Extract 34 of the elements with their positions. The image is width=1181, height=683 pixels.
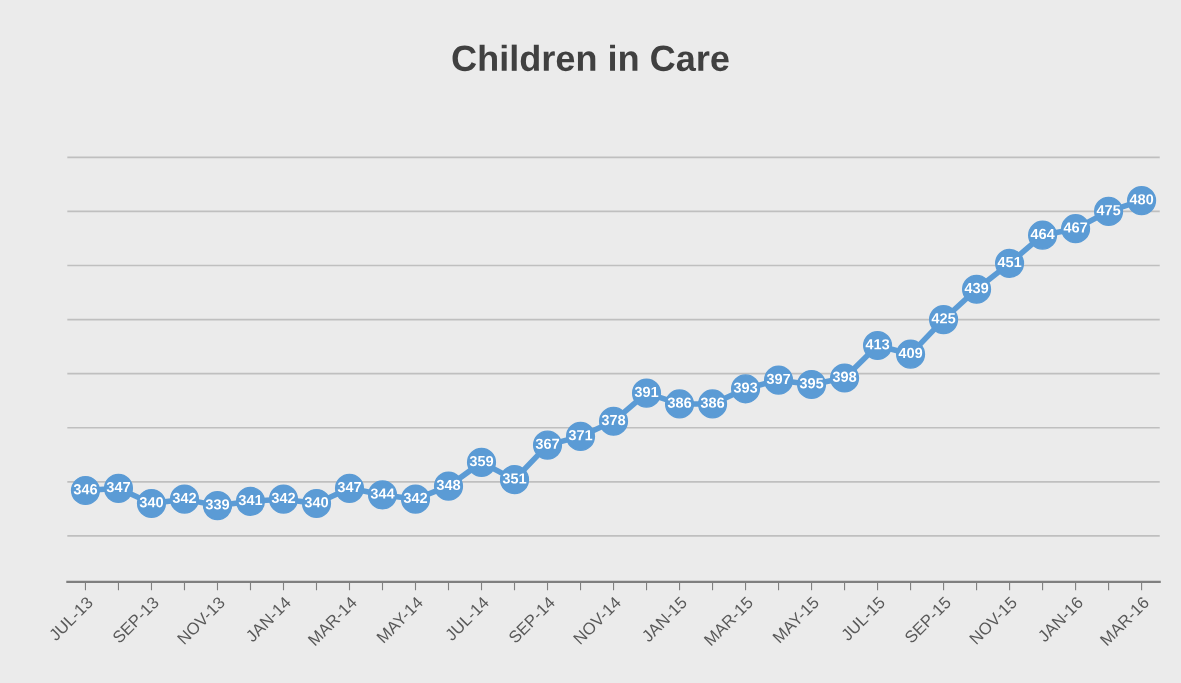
data-label: 342	[271, 492, 296, 504]
data-label: 386	[700, 397, 725, 408]
data-label: 425	[931, 313, 956, 324]
data-label: 342	[172, 492, 197, 504]
data-label: 398	[832, 371, 857, 382]
data-label: 348	[436, 479, 461, 491]
data-label: 467	[1063, 222, 1088, 233]
data-label: 344	[370, 488, 395, 499]
data-label: 451	[997, 257, 1022, 268]
data-label: 395	[799, 378, 824, 389]
data-label: 378	[601, 414, 626, 426]
chart-title: Children in Care	[452, 44, 729, 72]
data-label: 351	[502, 473, 527, 484]
data-label: 340	[139, 497, 164, 508]
data-label: 386	[667, 397, 692, 408]
data-label: 347	[106, 481, 130, 493]
data-label: 347	[337, 481, 362, 493]
data-label: 464	[1030, 228, 1055, 240]
data-label: 341	[238, 494, 263, 506]
data-label: 397	[766, 373, 791, 385]
data-label: 480	[1129, 194, 1154, 205]
data-label: 367	[535, 438, 560, 449]
data-label: 342	[403, 492, 428, 504]
data-label: 409	[898, 347, 923, 359]
data-label: 391	[634, 386, 659, 398]
data-label: 359	[469, 455, 494, 467]
data-label: 413	[865, 339, 890, 350]
data-label: 439	[964, 282, 989, 294]
data-label: 346	[73, 484, 98, 495]
data-label: 475	[1096, 205, 1121, 216]
data-label: 393	[733, 382, 758, 393]
data-label: 371	[568, 430, 593, 441]
data-label: 339	[205, 499, 230, 510]
data-label: 340	[304, 497, 329, 508]
